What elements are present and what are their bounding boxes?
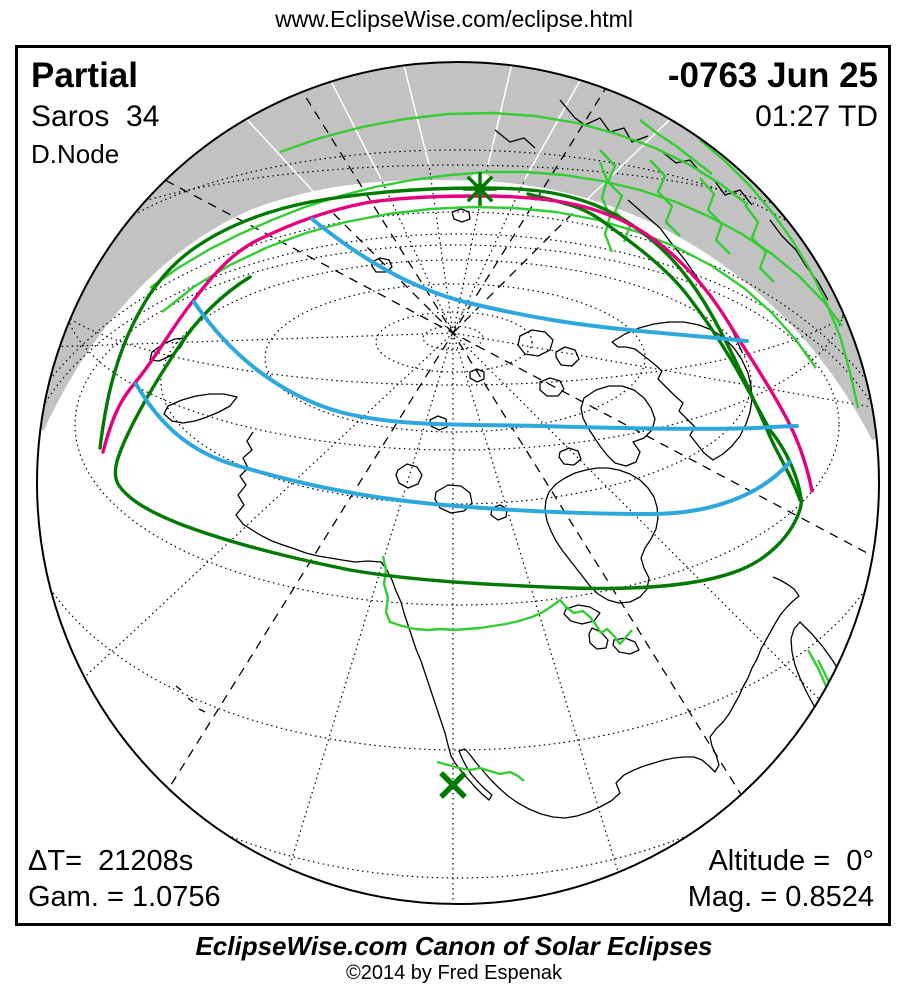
node-label: D.Node: [31, 139, 120, 169]
footer-title: EclipseWise.com Canon of Solar Eclipses: [195, 931, 713, 961]
eclipse-time: 01:27 TD: [755, 100, 878, 133]
globe-rim: [36, 61, 880, 905]
altitude-value: Altitude = 0°: [708, 845, 874, 877]
sunrise-sunset-blue-lower: [134, 382, 792, 517]
footer-copyright: ©2014 by Fred Espenak: [346, 962, 562, 984]
political-borders: [149, 111, 860, 782]
delta-t-value: ΔT= 21208s: [28, 845, 194, 877]
sunrise-sunset-blue-upper: [310, 217, 749, 343]
greatest-eclipse-star-marker: [463, 172, 497, 206]
site-url: www.EclipseWise.com/eclipse.html: [275, 6, 633, 32]
eclipse-limit-outer-green: [98, 186, 802, 502]
gamma-value: Gam. = 1.0756: [28, 881, 221, 913]
eclipse-curves: [98, 186, 814, 591]
eclipse-limit-inner-green: [113, 192, 804, 591]
eclipse-type-label: Partial: [31, 56, 138, 95]
eclipse-date: -0763 Jun 25: [667, 56, 878, 95]
magnitude-value: Mag. = 0.8524: [687, 881, 874, 913]
coastlines: [149, 99, 867, 819]
sunrise-sunset-blue-middle: [192, 300, 799, 431]
subsolar-x-marker: [439, 771, 467, 799]
saros-label: Saros 34: [31, 100, 160, 133]
